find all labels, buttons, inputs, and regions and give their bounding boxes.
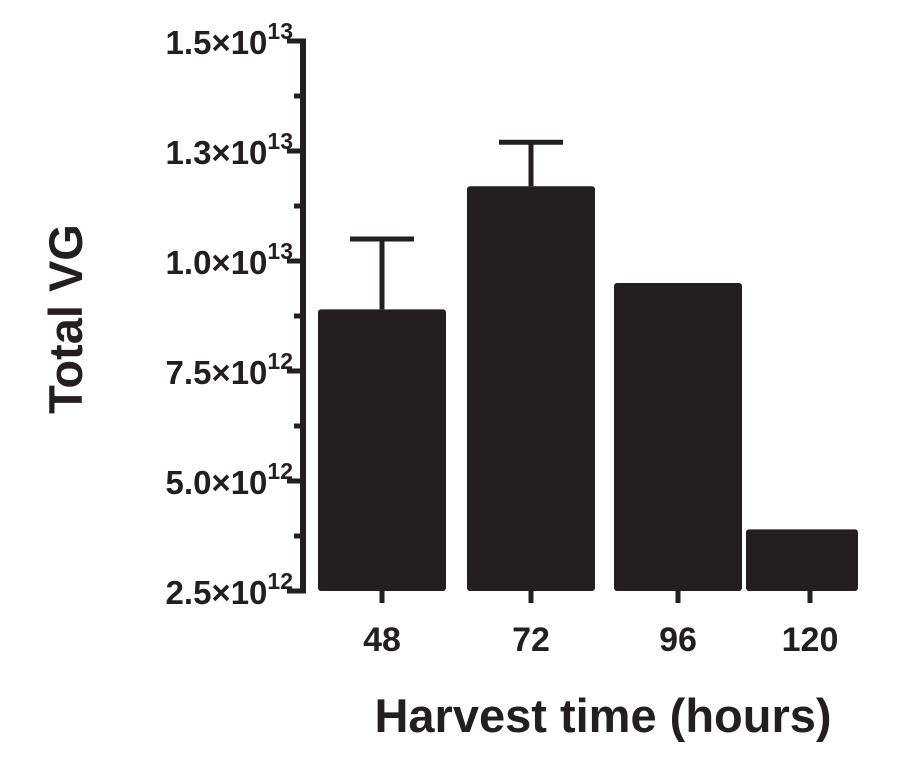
error-bars-group bbox=[350, 139, 563, 310]
y-tick-mantissa: 1.5×10 bbox=[166, 24, 268, 61]
y-tick-label: 1.0×1013 bbox=[166, 238, 293, 281]
bar-96 bbox=[614, 283, 742, 591]
x-axis-title: Harvest time (hours) bbox=[374, 689, 831, 742]
y-tick-exponent: 13 bbox=[267, 18, 293, 44]
y-ticks-group: 2.5×10125.0×10127.5×10121.0×10131.3×1013… bbox=[166, 18, 303, 611]
x-tick-label-48: 48 bbox=[363, 621, 401, 659]
y-tick-mantissa: 1.0×10 bbox=[166, 244, 268, 281]
bars-group bbox=[318, 186, 858, 591]
y-tick-mantissa: 2.5×10 bbox=[166, 574, 268, 611]
x-tick-label-72: 72 bbox=[512, 621, 550, 659]
x-tick-label-120: 120 bbox=[782, 621, 839, 659]
y-tick-mantissa: 5.0×10 bbox=[166, 464, 268, 501]
y-tick-label: 5.0×1012 bbox=[166, 458, 293, 501]
y-tick-label: 1.5×1013 bbox=[166, 18, 293, 61]
y-tick-label: 7.5×1012 bbox=[166, 348, 293, 391]
y-axis-title: Total VG bbox=[39, 224, 92, 414]
x-ticks-group: 48 72 96 120 bbox=[363, 591, 838, 659]
x-tick-label-96: 96 bbox=[659, 621, 697, 659]
y-tick-exponent: 12 bbox=[267, 348, 293, 374]
y-tick-mantissa: 1.3×10 bbox=[166, 134, 268, 171]
y-tick-exponent: 12 bbox=[267, 458, 293, 484]
y-tick-label: 1.3×1013 bbox=[166, 128, 293, 171]
bar-72 bbox=[467, 186, 595, 591]
y-tick-label: 2.5×1012 bbox=[166, 568, 293, 611]
y-tick-mantissa: 7.5×10 bbox=[166, 354, 268, 391]
y-tick-exponent: 13 bbox=[267, 128, 293, 154]
bar-120 bbox=[746, 529, 858, 591]
y-tick-exponent: 13 bbox=[267, 238, 293, 264]
y-tick-exponent: 12 bbox=[267, 568, 293, 594]
bar-48 bbox=[318, 309, 446, 591]
